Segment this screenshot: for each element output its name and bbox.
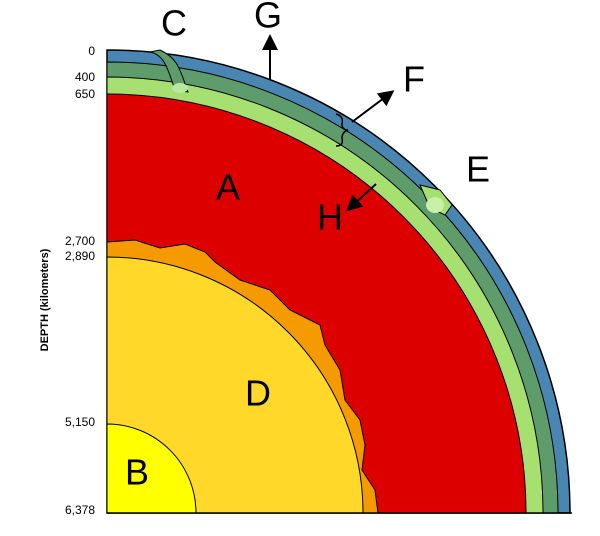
label: F <box>403 59 425 100</box>
plume-glow <box>426 197 444 213</box>
depth-tick: 5,150 <box>65 415 95 429</box>
depth-tick: 0 <box>88 44 95 58</box>
label: A <box>216 167 240 208</box>
label: H <box>317 197 343 238</box>
depth-tick: 650 <box>75 87 95 101</box>
depth-tick: 2,700 <box>65 234 95 248</box>
label: G <box>254 0 282 36</box>
outer-core <box>106 256 364 514</box>
subduction-glow <box>172 83 188 93</box>
arrow-f <box>351 90 395 123</box>
depth-tick: 6,378 <box>65 503 95 517</box>
depth-tick: 2,890 <box>65 249 95 263</box>
label: E <box>466 149 490 190</box>
brace-f <box>335 113 349 147</box>
depth-tick: 400 <box>75 70 95 84</box>
label: C <box>161 3 187 44</box>
inner-core <box>106 423 197 514</box>
label: D <box>245 373 271 414</box>
subduction-slab <box>149 49 189 93</box>
depth-axis-title: DEPTH (kilometers) <box>39 248 51 351</box>
arrow-h <box>346 183 377 212</box>
label: B <box>125 452 149 493</box>
